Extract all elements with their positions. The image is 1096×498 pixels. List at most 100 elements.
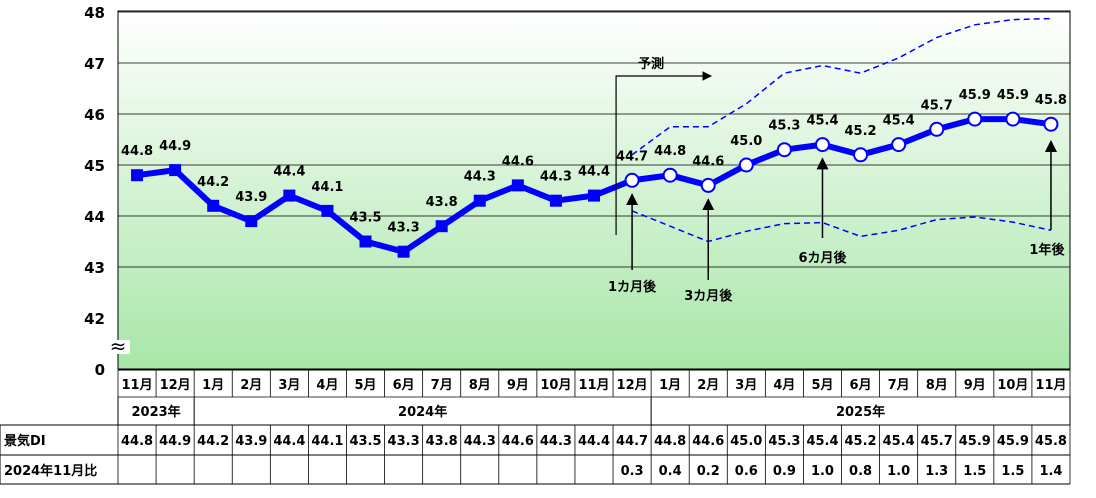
data-point <box>738 157 754 173</box>
data-point <box>397 245 410 258</box>
data-label: 44.4 <box>578 165 610 180</box>
y-tick-label: 45 <box>84 157 105 175</box>
data-label: 45.9 <box>959 88 991 103</box>
data-label: 44.6 <box>692 154 724 169</box>
axis-break-symbol: ≈ <box>110 334 127 358</box>
data-label: 44.1 <box>311 180 343 195</box>
data-point <box>207 199 220 212</box>
x-tick-label: 11月 <box>121 378 152 393</box>
x-tick-label: 2月 <box>697 378 719 393</box>
x-tick-label: 9月 <box>964 378 986 393</box>
x-tick-label: 1月 <box>659 378 681 393</box>
forecast-arrow <box>615 71 713 235</box>
data-point <box>549 194 562 207</box>
x-tick-label: 12月 <box>160 378 191 393</box>
table-cell-di: 44.6 <box>692 434 724 449</box>
y-tick-label: 0 <box>95 361 105 379</box>
data-label: 44.3 <box>540 170 572 185</box>
year-label: 2024年 <box>398 404 447 420</box>
table-cell-diff: 0.2 <box>697 464 720 479</box>
data-label: 45.3 <box>768 119 800 134</box>
table-cell-diff: 0.3 <box>621 464 644 479</box>
data-point <box>1043 116 1059 132</box>
data-point <box>1005 111 1021 127</box>
data-table: 2023年 2024年 2025年 11月 12月 1月 2月 3月 4月 5月 6月 7月 8月 9月 1… <box>0 369 1071 485</box>
x-tick-label: 12月 <box>617 378 648 393</box>
data-label: 45.9 <box>997 88 1029 103</box>
data-point <box>435 220 448 233</box>
table-cell-di: 45.3 <box>768 434 800 449</box>
x-tick-label: 11月 <box>1035 378 1066 393</box>
table-cell-di: 43.3 <box>388 434 420 449</box>
table-cell-di: 43.8 <box>426 434 458 449</box>
data-point <box>245 215 258 228</box>
x-tick-label: 11月 <box>578 378 609 393</box>
x-tick-label: 2月 <box>240 378 262 393</box>
data-label: 43.5 <box>349 211 381 226</box>
y-tick-label: 47 <box>84 55 105 73</box>
forecast-label: 予測 <box>638 56 664 72</box>
data-point <box>359 235 372 248</box>
x-tick-label: 10月 <box>997 378 1028 393</box>
x-tick-label: 7月 <box>888 378 910 393</box>
x-tick-label: 1月 <box>202 378 224 393</box>
data-point <box>624 172 640 188</box>
y-tick-label: 44 <box>84 208 105 226</box>
data-label: 43.3 <box>388 221 420 236</box>
data-point <box>131 169 144 182</box>
y-tick-label: 46 <box>84 106 105 124</box>
y-tick-label: 42 <box>84 310 105 328</box>
year-label: 2023年 <box>131 404 180 420</box>
data-point <box>891 137 907 153</box>
x-tick-label: 6月 <box>393 378 415 393</box>
table-cell-diff: 0.4 <box>659 464 682 479</box>
table-cell-diff: 1.0 <box>887 464 910 479</box>
callout-label: 1年後 <box>1029 242 1065 258</box>
table-cell-di: 44.6 <box>502 434 534 449</box>
data-point <box>776 142 792 158</box>
data-label: 45.7 <box>921 98 953 113</box>
data-point <box>473 194 486 207</box>
data-point <box>700 177 716 193</box>
x-tick-label: 5月 <box>354 378 376 393</box>
data-label: 45.2 <box>845 124 877 139</box>
data-label: 43.9 <box>235 190 267 205</box>
table-cell-diff: 1.5 <box>963 464 986 479</box>
table-cell-di: 44.3 <box>540 434 572 449</box>
table-cell-di: 45.4 <box>883 434 915 449</box>
table-cell-di: 44.8 <box>121 434 153 449</box>
table-cell-di: 43.5 <box>349 434 381 449</box>
y-tick-label: 48 <box>84 4 105 22</box>
table-cell-diff: 1.0 <box>811 464 834 479</box>
table-cell-di: 45.8 <box>1035 434 1067 449</box>
data-label: 43.8 <box>426 195 458 210</box>
table-cell-di: 45.4 <box>806 434 838 449</box>
data-label: 44.6 <box>502 154 534 169</box>
forecast-band <box>631 17 1052 243</box>
data-point <box>321 204 334 217</box>
data-label: 45.4 <box>806 114 838 129</box>
callout-label: 3カ月後 <box>684 288 733 304</box>
y-axis-ticks: 48 47 46 45 44 43 42 0 ≈ <box>84 4 130 379</box>
table-cell-di: 45.0 <box>730 434 762 449</box>
x-tick-label: 9月 <box>507 378 529 393</box>
table-cell-di: 45.9 <box>997 434 1029 449</box>
callout-label: 1カ月後 <box>608 279 657 295</box>
axis-break-mask <box>106 340 130 354</box>
data-point <box>929 121 945 137</box>
data-label: 44.7 <box>616 149 648 164</box>
table-cell-di: 45.2 <box>845 434 877 449</box>
data-point <box>511 179 524 192</box>
x-tick-label: 10月 <box>540 378 571 393</box>
data-point <box>283 189 296 202</box>
data-point <box>662 167 678 183</box>
x-tick-label: 4月 <box>316 378 338 393</box>
table-row-label: 2024年11月比 <box>4 463 97 479</box>
data-label: 44.8 <box>654 144 686 159</box>
table-cell-di: 44.9 <box>159 434 191 449</box>
lower-band-line <box>631 210 1052 243</box>
data-point <box>814 137 830 153</box>
x-tick-label: 3月 <box>735 378 757 393</box>
x-tick-label: 8月 <box>926 378 948 393</box>
